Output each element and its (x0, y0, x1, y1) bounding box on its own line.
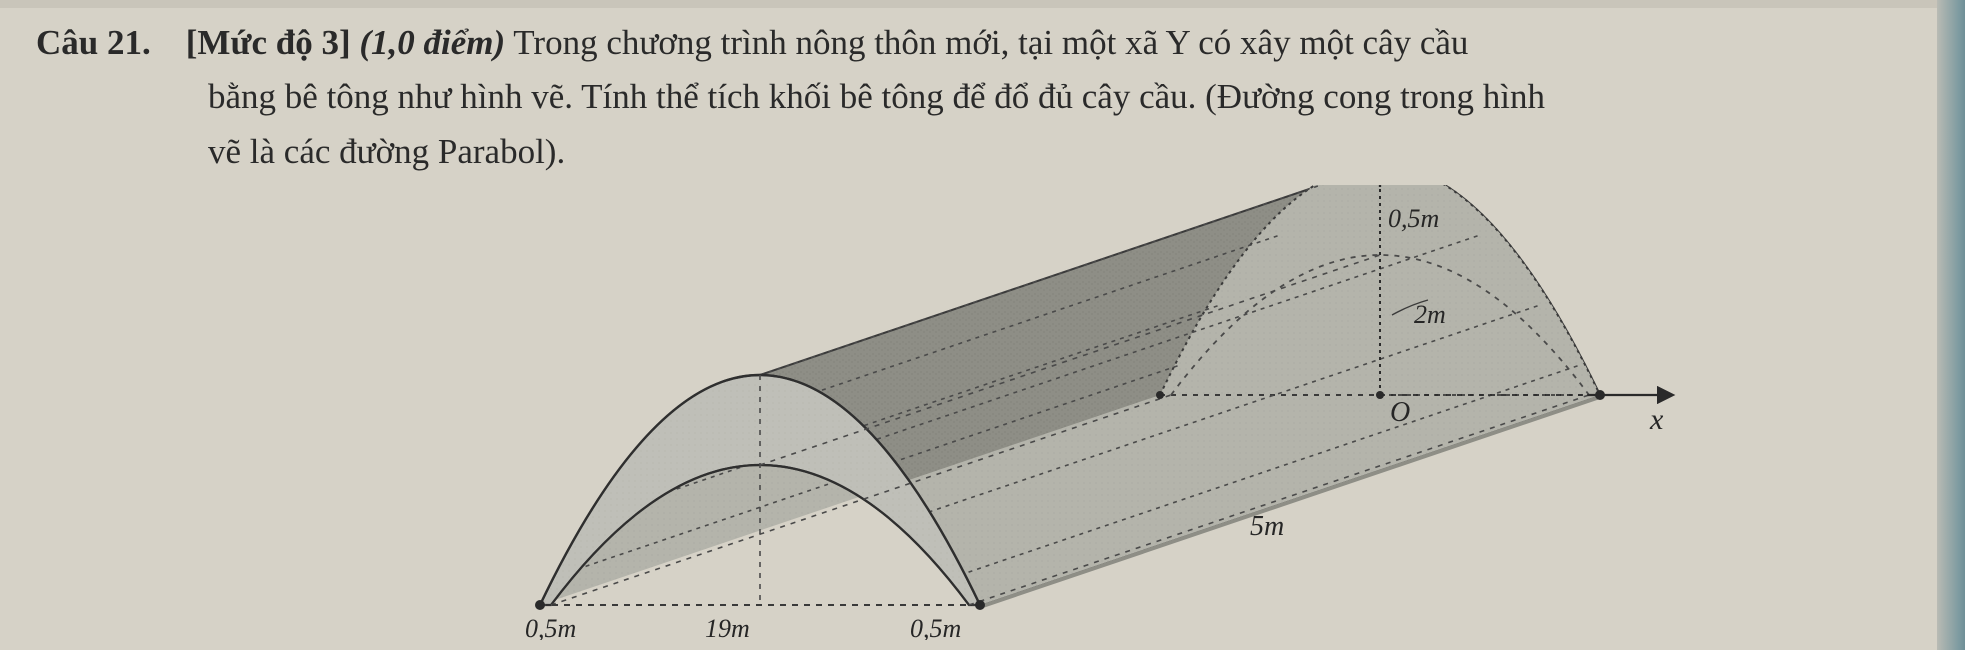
question-line-2: bằng bê tông như hình vẽ. Tính thể tích … (36, 70, 1916, 124)
origin-label: O (1390, 397, 1410, 428)
scan-right-edge (1937, 0, 1965, 650)
dim-top-drop: 0,5m (1388, 204, 1439, 233)
dim-right-margin: 0,5m (910, 614, 961, 640)
dim-inner-base: 19m (705, 614, 750, 640)
dim-length: 5m (1250, 511, 1284, 542)
question-line-1: Câu 21. [Mức độ 3] (1,0 điểm) Trong chươ… (36, 16, 1916, 70)
x-axis-label: x (1649, 403, 1664, 436)
dim-inner-height: 2m (1414, 300, 1446, 329)
scan-top-shadow (0, 0, 1965, 8)
bridge-svg: 0,5m 2m O y x 5m 0,5m 19m 0,5m (500, 185, 1680, 640)
bridge-figure: 0,5m 2m O y x 5m 0,5m 19m 0,5m (500, 185, 1680, 640)
question-level: [Mức độ 3] (186, 23, 351, 62)
question-line-3: vẽ là các đường Parabol). (36, 125, 1916, 179)
question-label: Câu 21. (36, 23, 151, 62)
origin-dot (1376, 391, 1384, 399)
question-points: (1,0 điểm) (359, 23, 505, 62)
page: Câu 21. [Mức độ 3] (1,0 điểm) Trong chươ… (0, 0, 1965, 650)
dim-left-margin: 0,5m (525, 614, 576, 640)
question-text: Câu 21. [Mức độ 3] (1,0 điểm) Trong chươ… (36, 16, 1916, 179)
question-text-1a: Trong chương trình nông thôn mới, tại mộ… (513, 23, 1468, 62)
